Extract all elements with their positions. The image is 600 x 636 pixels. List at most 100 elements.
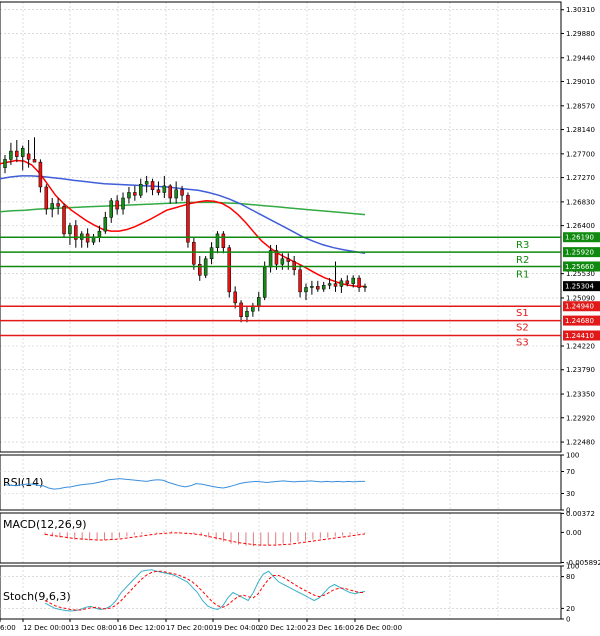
candle-body-20 <box>121 197 125 210</box>
price-tick-label-16: 1.22480 <box>566 439 595 447</box>
price-tick-label-13: 1.23790 <box>566 366 595 374</box>
candle-body-50 <box>298 269 302 293</box>
candle-body-0 <box>3 159 7 168</box>
price-tick-label-6: 1.27700 <box>566 150 595 158</box>
candle-body-60 <box>357 277 361 288</box>
candle-body-28 <box>168 185 172 199</box>
time-tick-label-4: 17 Dec 20:00 <box>166 624 213 632</box>
price-label-bg-4 <box>563 301 600 312</box>
candle-body-27 <box>162 185 167 193</box>
price-label-bg-6 <box>563 330 600 341</box>
macd-tick-label-0: 0.00372 <box>566 510 595 518</box>
price-tick-label-5: 1.28140 <box>566 126 595 134</box>
candle-body-32 <box>192 241 196 265</box>
price-label-text-3: 1.25304 <box>565 283 594 291</box>
price-axis-ticks: 1.30310 1.29880 1.29440 1.29010 1.28570 1.281… <box>561 6 595 447</box>
price-tick-label-9: 1.26400 <box>566 222 595 230</box>
price-label-text-2: 1.25660 <box>565 263 594 271</box>
candle-body-49 <box>292 261 296 271</box>
rsi-tick-label-1: 70 <box>566 468 575 476</box>
candle-body-12 <box>74 225 78 240</box>
candle-body-6 <box>38 161 43 188</box>
rsi-panel: RSI(14) 100 70 30 0 <box>0 452 579 515</box>
stoch-k-line <box>44 569 366 612</box>
candles <box>3 137 367 323</box>
time-axis: 6:00 12 Dec 00:00 13 Dec 08:00 16 Dec 12:00… <box>0 619 402 632</box>
candle-body-31 <box>186 195 190 243</box>
stoch-title: Stoch(9,6,3) <box>3 590 71 603</box>
candle-body-55 <box>327 283 332 286</box>
candle-body-10 <box>62 206 66 235</box>
ma-slow-line <box>0 201 366 216</box>
price-label-text-6: 1.24410 <box>565 332 594 340</box>
candle-body-40 <box>239 302 243 317</box>
price-level-labels: 1.26190 1.25920 1.25660 1.25304 1.24940 1.246… <box>563 232 600 341</box>
candle-body-7 <box>44 186 49 210</box>
price-tick-label-15: 1.22920 <box>566 414 595 422</box>
candle-body-19 <box>115 200 119 210</box>
candle-body-46 <box>274 250 279 265</box>
support-resistance-levels: R3 R2 R1 S1 S2 S3 <box>0 236 561 348</box>
time-tick-label-1: 12 Dec 00:00 <box>23 624 70 632</box>
candle-body-26 <box>156 189 161 193</box>
candle-body-21 <box>127 192 131 199</box>
rsi-tick-label-0: 100 <box>566 452 579 460</box>
rsi-line <box>4 478 365 490</box>
candle-body-39 <box>233 291 237 304</box>
stoch-tick-label-0: 100 <box>566 563 579 571</box>
stoch-panel-frame <box>0 565 562 620</box>
candle-body-47 <box>280 258 285 265</box>
level-name-r2: R2 <box>516 255 529 266</box>
macd-tick-label-1: 0.00 <box>566 529 582 537</box>
time-tick-label-6: 20 Dec 12:00 <box>259 624 306 632</box>
level-name-s1: S1 <box>516 308 529 319</box>
time-tick-label-0: 6:00 <box>0 624 16 632</box>
stoch-panel: Stoch(9,6,3) 100 80 20 0 <box>0 563 579 624</box>
stoch-d-line <box>44 570 365 611</box>
candle-body-36 <box>215 233 220 248</box>
stoch-tick-label-2: 20 <box>566 605 575 613</box>
candle-body-54 <box>321 285 326 290</box>
candle-body-51 <box>304 287 308 293</box>
macd-axis-ticks: 0.00372 0.00 -0.005892 <box>561 510 600 567</box>
candle-body-53 <box>316 286 320 290</box>
candle-body-52 <box>310 286 314 288</box>
price-label-text-1: 1.25920 <box>565 249 594 257</box>
price-label-bg-2 <box>563 261 600 272</box>
candle-body-29 <box>174 189 178 199</box>
candle-body-4 <box>26 153 31 160</box>
candle-body-1 <box>9 150 13 160</box>
candle-body-16 <box>97 230 102 237</box>
time-tick-label-8: 26 Dec 00:00 <box>355 624 402 632</box>
candle-body-43 <box>257 297 261 306</box>
time-tick-label-3: 16 Dec 12:00 <box>118 624 165 632</box>
time-tick-label-7: 23 Dec 16:00 <box>307 624 354 632</box>
price-label-bg-1 <box>563 247 600 258</box>
candle-body-61 <box>363 286 367 288</box>
rsi-axis-ticks: 100 70 30 0 <box>0 452 579 515</box>
candle-body-45 <box>268 250 273 268</box>
price-label-bg-5 <box>563 315 600 326</box>
level-name-r3: R3 <box>516 240 529 251</box>
candle-body-57 <box>339 280 344 287</box>
candle-body-48 <box>286 258 291 262</box>
candle-body-2 <box>15 150 19 157</box>
macd-panel: MACD(12,26,9) 0.00372 0.00 -0.005892 <box>0 510 600 567</box>
macd-title: MACD(12,26,9) <box>3 518 87 531</box>
candle-body-58 <box>345 280 350 284</box>
price-panel-frame <box>0 1 562 453</box>
price-tick-label-4: 1.28570 <box>566 102 595 110</box>
price-tick-label-12: 1.24220 <box>566 342 595 350</box>
candle-body-18 <box>109 200 113 218</box>
price-label-bg-3 <box>563 281 600 292</box>
price-label-text-5: 1.24680 <box>565 317 594 325</box>
stoch-tick-label-3: 0 <box>566 616 570 624</box>
price-label-text-0: 1.26190 <box>565 234 594 242</box>
candle-body-35 <box>209 247 214 259</box>
candle-body-44 <box>262 266 267 298</box>
candle-body-14 <box>85 233 90 243</box>
price-panel: 1.30310 1.29880 1.29440 1.29010 1.28570 1.281… <box>0 1 600 453</box>
time-tick-label-2: 13 Dec 08:00 <box>70 624 117 632</box>
rsi-tick-label-3: 0 <box>566 507 570 515</box>
